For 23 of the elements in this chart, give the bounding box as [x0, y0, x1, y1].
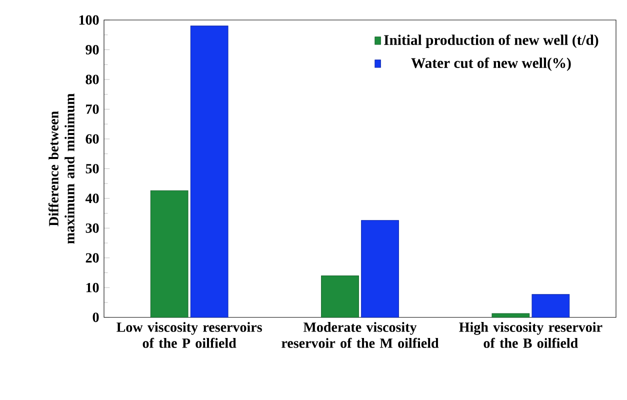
legend-label: Initial production of new well (t/d)	[384, 34, 598, 48]
y-tick-label: 100	[79, 15, 99, 25]
y-tick-label: 10	[86, 282, 99, 292]
y-axis-title: Difference between maximum and minimum	[48, 93, 74, 244]
bar	[150, 190, 188, 318]
y-tick-label: 0	[92, 312, 99, 322]
y-tick-label: 50	[86, 164, 99, 174]
x-tick-label: Low viscosity reservoirs of the P oilfield	[116, 322, 262, 348]
bar	[190, 26, 228, 318]
x-tick-label: High viscosity reservoir of the B oilfield	[459, 322, 602, 348]
y-tick-label: 60	[86, 134, 99, 144]
bar	[532, 294, 570, 318]
bar	[321, 275, 359, 318]
y-tick-label: 70	[86, 104, 99, 114]
y-tick-label: 20	[86, 253, 99, 263]
y-tick-label: 30	[86, 223, 99, 233]
x-tick-label: Moderate viscosity reservoir of the M oilfield	[282, 322, 439, 348]
bar	[492, 313, 530, 318]
bar	[361, 220, 399, 318]
y-tick-label: 40	[85, 194, 99, 204]
y-tick-label: 80	[86, 74, 99, 84]
legend-label: Water cut of new well(%)	[411, 58, 571, 71]
y-tick-label: 90	[86, 45, 99, 54]
